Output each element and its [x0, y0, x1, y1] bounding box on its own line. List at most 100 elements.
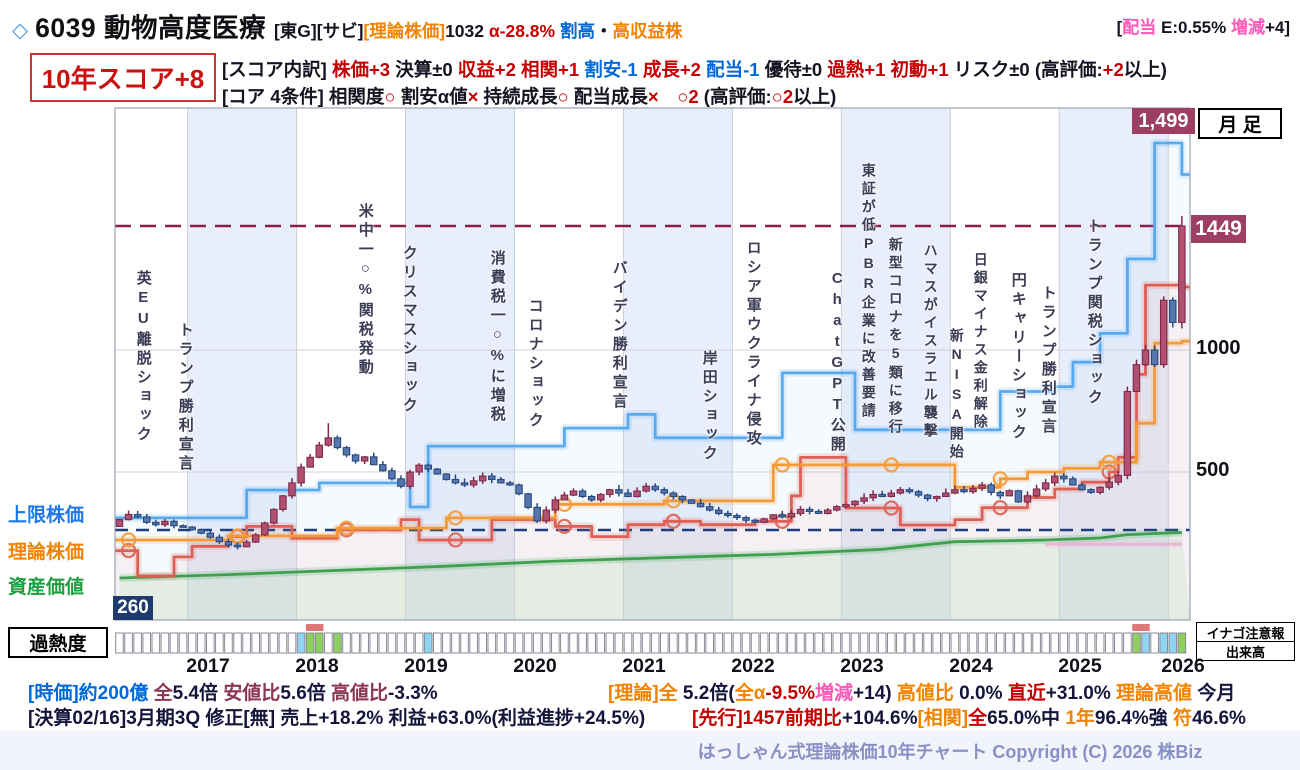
- candle: [942, 488, 950, 498]
- candle: [869, 490, 877, 502]
- overheat-cell: [551, 632, 560, 654]
- candle: [1169, 297, 1177, 328]
- year-label: 2020: [513, 655, 557, 677]
- candle: [660, 487, 669, 496]
- overheat-cell: [305, 632, 315, 654]
- overheat-cell: [1114, 632, 1123, 654]
- candle: [1023, 491, 1032, 504]
- candle: [351, 453, 360, 464]
- overheat-cell: [451, 632, 460, 654]
- candle: [923, 493, 932, 502]
- candle: [860, 493, 868, 505]
- candle: [415, 463, 423, 476]
- candle: [379, 461, 387, 472]
- overheat-cell: [278, 632, 288, 654]
- overheat-cell: [469, 632, 478, 654]
- candle: [669, 491, 678, 500]
- candle: [124, 510, 133, 521]
- overheat-cell: [1059, 632, 1069, 654]
- year-label: 2018: [295, 655, 339, 677]
- series-marker: [120, 532, 137, 548]
- overheat-cell: [351, 632, 360, 654]
- series-marker: [992, 471, 1008, 487]
- overheat-cell: [959, 632, 969, 654]
- candle: [488, 473, 496, 484]
- candle: [270, 508, 278, 525]
- overheat-cell: [1132, 632, 1141, 654]
- overheat-cell: [750, 632, 760, 654]
- candle: [1087, 488, 1095, 494]
- candle: [188, 526, 196, 531]
- overheat-cell: [260, 632, 270, 654]
- overheat-cell: [1104, 632, 1114, 654]
- candle: [560, 491, 569, 501]
- event-annotation: トランプ勝利宣言: [176, 322, 194, 474]
- year-label: 2019: [404, 655, 448, 677]
- overheat-cell: [360, 632, 369, 654]
- overheat-cell: [396, 632, 406, 654]
- candle: [1050, 472, 1059, 487]
- overheat-cell: [1123, 632, 1132, 654]
- candle: [360, 456, 369, 465]
- candle: [1141, 344, 1150, 367]
- candle: [1096, 486, 1104, 495]
- overheat-cell: [950, 632, 960, 654]
- overheat-cell: [296, 632, 306, 654]
- overheat-cell: [941, 632, 951, 654]
- overheat-cell: [169, 632, 179, 654]
- candle: [451, 474, 460, 485]
- overheat-cell: [1023, 632, 1032, 654]
- overheat-cell: [850, 632, 860, 654]
- candle: [1069, 476, 1077, 486]
- overheat-cell: [124, 632, 133, 654]
- overheat-cell: [206, 632, 215, 654]
- candle: [342, 445, 351, 458]
- overheat-cell: [1014, 632, 1023, 654]
- overheat-cell: [1005, 632, 1014, 654]
- candle: [751, 518, 759, 523]
- overheat-cell: [796, 632, 805, 654]
- overheat-cell: [560, 632, 569, 654]
- overheat-cell: [287, 632, 297, 654]
- candle: [242, 539, 251, 548]
- overheat-cell: [896, 632, 905, 654]
- footer-band: [0, 731, 1300, 770]
- overheat-cell: [269, 632, 279, 654]
- overheat-cell: [387, 632, 397, 654]
- candle: [733, 513, 741, 521]
- overheat-cell: [251, 632, 260, 654]
- series-marker: [447, 510, 464, 526]
- candle: [388, 467, 396, 481]
- series-理論株価: [115, 339, 1190, 542]
- score-box: 10年スコア+8: [30, 53, 216, 102]
- inago-warning-marker: [305, 624, 324, 631]
- overheat-cell: [1032, 632, 1041, 654]
- event-annotation: 円キャリーショック: [1009, 272, 1027, 443]
- candle: [887, 489, 896, 498]
- overheat-cell: [1159, 632, 1169, 654]
- overheat-cell: [787, 632, 796, 654]
- candle: [914, 489, 923, 498]
- candle: [515, 483, 523, 496]
- overheat-cell: [1150, 632, 1159, 654]
- candle: [896, 486, 905, 495]
- overheat-cell: [650, 632, 660, 654]
- candle: [1159, 296, 1168, 368]
- legend-upper-limit-label: 上限株価: [8, 505, 85, 526]
- overheat-cell: [914, 632, 923, 654]
- candle: [1014, 489, 1023, 503]
- overheat-cell: [669, 632, 678, 654]
- overheat-cell: [868, 632, 878, 654]
- series-理論株価実績: [115, 283, 1190, 578]
- candle: [615, 484, 623, 497]
- overheat-cell: [596, 632, 606, 654]
- candle: [478, 472, 487, 485]
- series-資産価値: [119, 531, 1182, 580]
- score-core-conditions: [コア 4条件] 相関度○ 割安α値× 持続成長○ 配当成長× ○2 (高評価:…: [222, 86, 837, 107]
- candle: [642, 482, 650, 493]
- header-dividend-info: [配当 E:0.55% 増減+4]: [1116, 18, 1290, 37]
- overheat-label: 過熱度: [8, 627, 108, 658]
- year-label: 2021: [622, 655, 666, 677]
- candle: [978, 482, 986, 491]
